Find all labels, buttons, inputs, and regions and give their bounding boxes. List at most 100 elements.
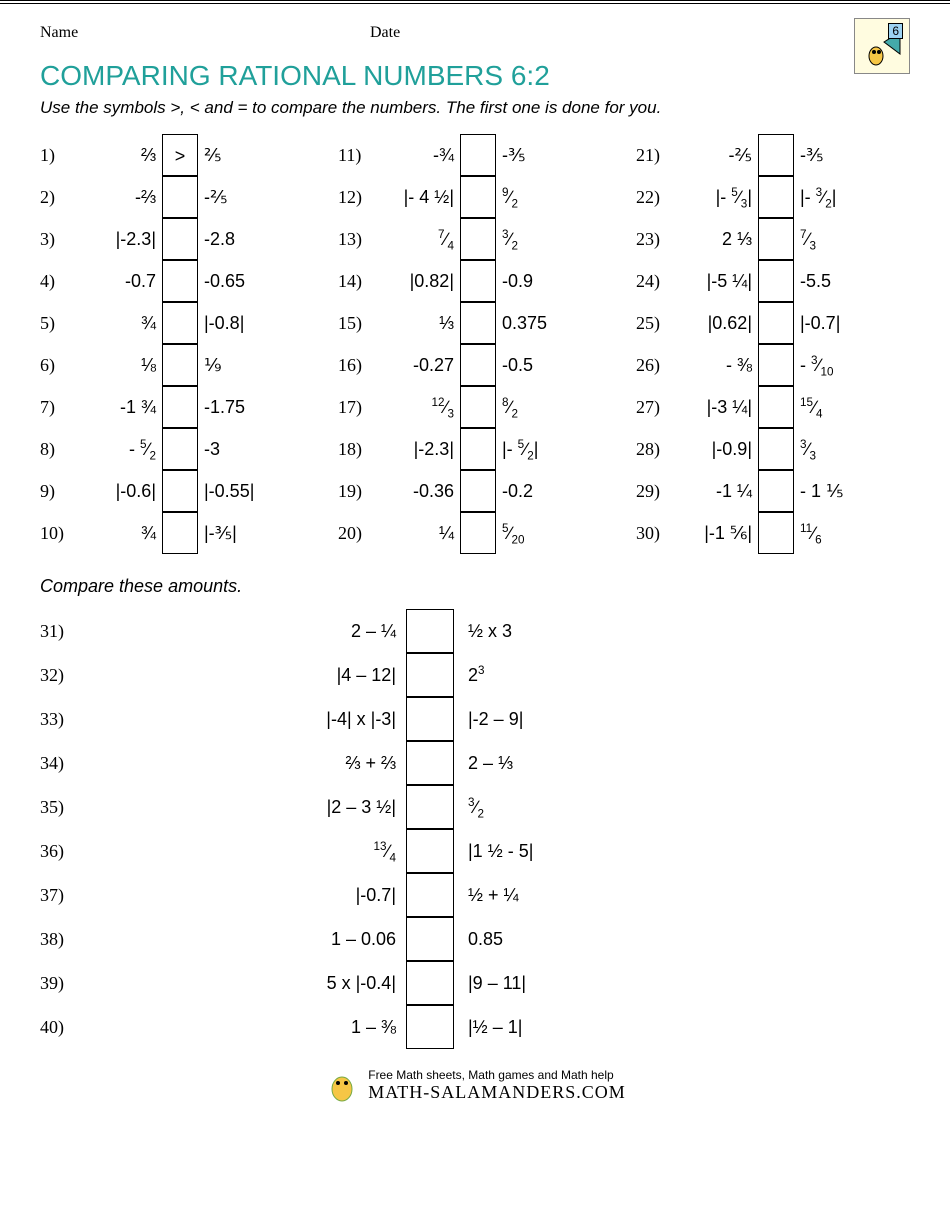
problem-row: 32)|4 – 12|23 [40,653,910,697]
answer-box[interactable] [460,302,496,344]
answer-box[interactable] [758,428,794,470]
answer-box[interactable] [460,344,496,386]
right-expression: -0.2 [496,481,580,502]
problem-number: 14) [338,271,376,292]
right-expression: 11∕6 [794,523,878,544]
problem-row: 13)7∕43∕2 [338,218,612,260]
left-expression: 12∕3 [376,397,460,418]
answer-box[interactable] [758,512,794,554]
answer-box[interactable] [758,218,794,260]
answer-box[interactable] [162,470,198,512]
answer-box[interactable]: > [162,134,198,176]
footer: Free Math sheets, Math games and Math he… [40,1067,910,1118]
answer-box[interactable] [460,260,496,302]
answer-box[interactable] [406,961,454,1005]
answer-box[interactable] [406,609,454,653]
right-expression: -⅗ [496,145,580,166]
answer-box[interactable] [460,512,496,554]
answer-box[interactable] [758,260,794,302]
problem-number: 3) [40,229,78,250]
problem-number: 15) [338,313,376,334]
answer-box[interactable] [758,470,794,512]
answer-box[interactable] [758,344,794,386]
answer-box[interactable] [460,134,496,176]
right-expression: -2.8 [198,229,282,250]
left-expression: |-1 ⅚| [674,523,758,544]
right-expression: - 3∕10 [794,355,878,376]
answer-box[interactable] [162,344,198,386]
right-expression: ⅑ [198,355,282,376]
problem-number: 22) [636,187,674,208]
instruction-text: Use the symbols >, < and = to compare th… [40,98,910,118]
answer-box[interactable] [460,176,496,218]
left-expression: ⅛ [78,355,162,376]
right-expression: 3∕3 [794,439,878,460]
answer-box[interactable] [406,741,454,785]
answer-box[interactable] [406,1005,454,1049]
right-expression: ½ + ¼ [454,885,519,906]
problem-number: 2) [40,187,78,208]
problem-number: 9) [40,481,78,502]
problems-section-2: 31)2 – ¼½ x 332)|4 – 12|2333)|-4| x |-3|… [40,609,910,1049]
answer-box[interactable] [406,917,454,961]
answer-box[interactable] [758,134,794,176]
answer-box[interactable] [406,829,454,873]
problem-row: 38)1 – 0.060.85 [40,917,910,961]
problem-row: 40)1 – ⅜|½ – 1| [40,1005,910,1049]
answer-box[interactable] [460,218,496,260]
problem-number: 23) [636,229,674,250]
right-expression: 3∕2 [496,229,580,250]
left-expression: -1 ¾ [78,397,162,418]
right-expression: ⅖ [198,145,282,166]
left-expression: 2 – ¼ [96,621,406,642]
problem-row: 36)13∕4|1 ½ - 5| [40,829,910,873]
problem-row: 11)-¾-⅗ [338,134,612,176]
problem-number: 32) [40,665,96,686]
left-expression: |- 5∕3| [674,187,758,208]
problem-number: 40) [40,1017,96,1038]
header-row: Name Date 6 [40,24,910,42]
answer-box[interactable] [162,302,198,344]
problem-number: 25) [636,313,674,334]
right-expression: -0.5 [496,355,580,376]
problem-row: 4)-0.7-0.65 [40,260,314,302]
problem-row: 10)¾|-⅗| [40,512,314,554]
answer-box[interactable] [758,176,794,218]
problem-number: 21) [636,145,674,166]
answer-box[interactable] [162,218,198,260]
answer-box[interactable] [460,470,496,512]
answer-box[interactable] [162,512,198,554]
answer-box[interactable] [162,176,198,218]
problem-number: 1) [40,145,78,166]
left-expression: ¾ [78,313,162,334]
answer-box[interactable] [406,653,454,697]
answer-box[interactable] [758,302,794,344]
answer-box[interactable] [162,386,198,428]
left-expression: |0.62| [674,313,758,334]
answer-box[interactable] [758,386,794,428]
answer-box[interactable] [406,697,454,741]
left-expression: -¾ [376,145,460,166]
left-expression: 1 – ⅜ [96,1017,406,1038]
problem-number: 7) [40,397,78,418]
right-expression: ½ x 3 [454,621,512,642]
right-expression: -1.75 [198,397,282,418]
answer-box[interactable] [460,428,496,470]
left-expression: 1 – 0.06 [96,929,406,950]
answer-box[interactable] [162,428,198,470]
left-expression: ⅓ [376,313,460,334]
answer-box[interactable] [406,873,454,917]
problems-column-3: 21)-⅖-⅗22)|- 5∕3||- 3∕2|23)2 ⅓7∕324)|-5 … [636,134,910,554]
problem-row: 5)¾|-0.8| [40,302,314,344]
left-expression: |- 4 ½| [376,187,460,208]
problem-row: 22)|- 5∕3||- 3∕2| [636,176,910,218]
problem-number: 38) [40,929,96,950]
answer-box[interactable] [460,386,496,428]
answer-box[interactable] [162,260,198,302]
problem-number: 5) [40,313,78,334]
right-expression: -⅖ [198,187,282,208]
problem-row: 1)⅔>⅖ [40,134,314,176]
right-expression: -5.5 [794,271,878,292]
answer-box[interactable] [406,785,454,829]
left-expression: -0.27 [376,355,460,376]
